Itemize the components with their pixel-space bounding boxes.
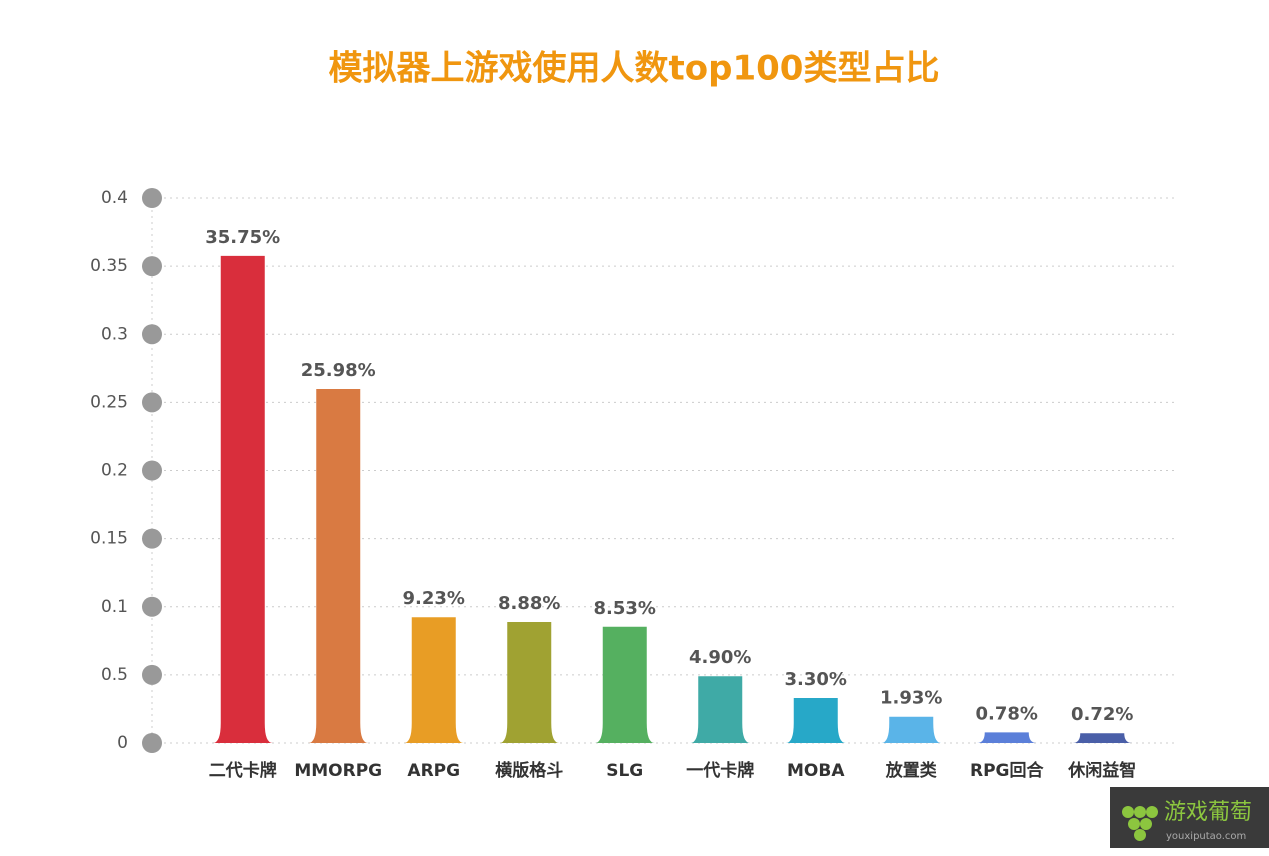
x-tick-label: 休闲益智 bbox=[1067, 760, 1136, 781]
bar bbox=[594, 626, 655, 743]
y-tick-label: 0.15 bbox=[90, 529, 128, 549]
data-label: 25.98% bbox=[301, 360, 376, 381]
x-tick-label: 一代卡牌 bbox=[686, 760, 754, 781]
y-tick-label: 0.5 bbox=[101, 665, 128, 685]
x-tick-label: 二代卡牌 bbox=[209, 760, 277, 781]
logo-dot bbox=[1122, 806, 1134, 818]
x-tick-label: ARPG bbox=[407, 761, 460, 781]
bar bbox=[881, 716, 942, 743]
data-label: 0.78% bbox=[976, 703, 1038, 724]
data-label: 3.30% bbox=[785, 669, 847, 690]
tick-dot bbox=[142, 528, 162, 549]
y-tick-label: 0.25 bbox=[90, 392, 128, 412]
logo-dot bbox=[1140, 818, 1152, 830]
bar bbox=[1072, 733, 1133, 743]
logo-dot bbox=[1146, 806, 1158, 818]
bar bbox=[499, 622, 560, 743]
y-tick-label: 0.4 bbox=[101, 188, 128, 208]
logo-dot bbox=[1134, 806, 1146, 818]
x-tick-label: 放置类 bbox=[885, 760, 938, 781]
bar bbox=[212, 255, 273, 743]
y-tick-label: 0 bbox=[117, 733, 128, 753]
x-tick-label: SLG bbox=[606, 761, 643, 781]
bar bbox=[785, 698, 846, 743]
data-label: 4.90% bbox=[689, 647, 751, 668]
watermark-url: youxiputao.com bbox=[1166, 831, 1246, 842]
bar bbox=[403, 617, 464, 743]
y-tick-label: 0.35 bbox=[90, 256, 128, 276]
tick-dot bbox=[142, 188, 162, 208]
bar bbox=[976, 732, 1037, 743]
watermark-name: 游戏葡萄 bbox=[1164, 800, 1252, 825]
x-tick-label: 横版格斗 bbox=[495, 760, 563, 781]
data-label: 8.53% bbox=[594, 598, 656, 619]
tick-dot bbox=[142, 392, 162, 413]
tick-dot bbox=[142, 460, 162, 481]
bar bbox=[690, 676, 751, 743]
logo-dot bbox=[1128, 818, 1140, 830]
x-tick-label: MMORPG bbox=[294, 761, 382, 781]
tick-dot bbox=[142, 664, 162, 685]
x-tick-label: MOBA bbox=[787, 761, 845, 781]
tick-dot bbox=[142, 596, 162, 617]
y-tick-label: 0.1 bbox=[101, 597, 128, 617]
y-tick-label: 0.3 bbox=[101, 324, 128, 344]
data-label: 35.75% bbox=[205, 227, 280, 248]
data-label: 9.23% bbox=[403, 588, 465, 609]
chart-title: 模拟器上游戏使用人数top100类型占比 bbox=[329, 49, 940, 89]
bar bbox=[308, 389, 369, 743]
logo-dot bbox=[1134, 829, 1146, 841]
data-label: 1.93% bbox=[880, 688, 942, 709]
tick-dot bbox=[142, 324, 162, 345]
tick-dot bbox=[142, 256, 162, 277]
x-tick-label: RPG回合 bbox=[970, 760, 1045, 781]
data-label: 8.88% bbox=[498, 593, 560, 614]
tick-dot bbox=[142, 733, 162, 753]
watermark: 游戏葡萄 youxiputao.com bbox=[1110, 787, 1269, 848]
data-label: 0.72% bbox=[1071, 704, 1133, 725]
y-tick-label: 0.2 bbox=[101, 461, 128, 481]
